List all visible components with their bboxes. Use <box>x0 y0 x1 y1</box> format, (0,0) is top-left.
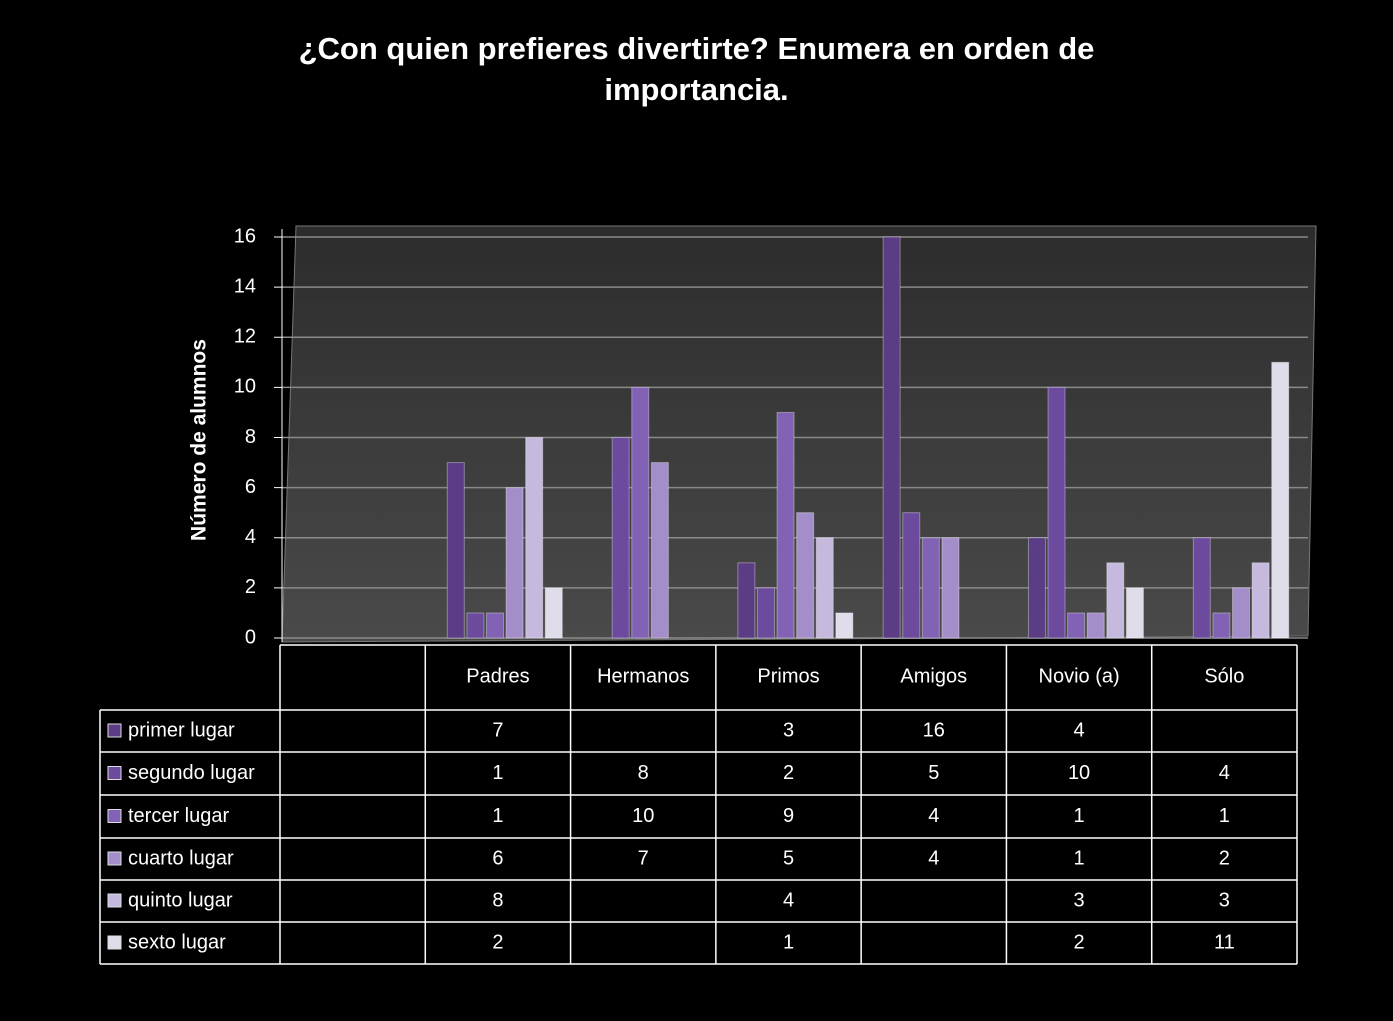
table-value: 2 <box>1074 931 1085 953</box>
table-value: 4 <box>1074 719 1085 741</box>
table-value: 1 <box>492 762 503 784</box>
bar <box>525 437 544 639</box>
bar <box>737 562 756 639</box>
bar <box>650 462 669 639</box>
legend-swatch <box>107 851 122 866</box>
bar <box>796 512 815 639</box>
legend-label: quinto lugar <box>128 889 233 911</box>
x-tick-label: Amigos <box>900 665 967 687</box>
legend-swatch <box>107 893 122 908</box>
bar <box>631 386 650 639</box>
table-value: 10 <box>632 805 654 827</box>
bar <box>466 612 485 639</box>
bar <box>485 612 504 639</box>
legend-label: sexto lugar <box>128 931 226 953</box>
table-value: 3 <box>1074 889 1085 911</box>
y-tick-label: 16 <box>234 225 256 247</box>
legend-swatch <box>107 809 122 823</box>
table-value: 3 <box>783 719 794 741</box>
table-value: 5 <box>783 847 794 869</box>
table-value: 11 <box>1214 931 1235 953</box>
table-value: 2 <box>783 762 794 784</box>
bar <box>835 612 854 639</box>
table-value: 9 <box>783 805 794 827</box>
bar <box>1232 587 1251 639</box>
table-value: 4 <box>928 805 939 827</box>
bar <box>1212 612 1231 639</box>
bar <box>1086 612 1105 639</box>
table-value: 1 <box>492 805 503 827</box>
y-tick-label: 14 <box>234 275 256 297</box>
table-value: 8 <box>638 762 649 784</box>
y-tick-label: 6 <box>245 476 256 498</box>
table-value: 3 <box>1219 889 1230 911</box>
bar <box>1067 612 1086 639</box>
y-tick-label: 12 <box>234 326 256 348</box>
table-value: 2 <box>492 931 503 953</box>
bar <box>544 587 563 639</box>
table-value: 4 <box>783 889 794 911</box>
bar <box>776 411 795 639</box>
table-value: 1 <box>783 931 794 953</box>
x-tick-label: Hermanos <box>597 665 689 687</box>
table-value: 1 <box>1219 805 1230 827</box>
table-value: 1 <box>1074 805 1085 827</box>
legend-swatch <box>107 935 122 950</box>
bar <box>1047 386 1066 639</box>
bar <box>1106 562 1125 639</box>
table-value: 4 <box>1219 762 1230 784</box>
legend-label: cuarto lugar <box>128 847 234 869</box>
legend-swatch <box>107 766 122 780</box>
bar <box>1192 537 1211 639</box>
table-value: 2 <box>1219 847 1230 869</box>
chart-title: ¿Con quien prefieres divertirte? Enumera… <box>298 31 1095 107</box>
bar <box>882 236 901 639</box>
legend-label: primer lugar <box>128 719 235 741</box>
bar <box>1251 562 1270 639</box>
legend-label: tercer lugar <box>128 805 229 827</box>
table-value: 10 <box>1068 762 1090 784</box>
table-value: 4 <box>928 847 939 869</box>
bar <box>446 462 465 639</box>
table-value: 6 <box>492 847 503 869</box>
bar <box>815 537 834 639</box>
table-value: 1 <box>1074 847 1085 869</box>
y-tick-label: 10 <box>234 376 256 398</box>
legend-swatch <box>107 723 122 738</box>
table-value: 8 <box>492 889 503 911</box>
bar <box>921 537 940 639</box>
bar <box>505 487 524 639</box>
bar <box>941 537 960 639</box>
bar <box>1125 587 1144 639</box>
bar <box>1027 537 1046 639</box>
x-tick-label: Novio (a) <box>1039 665 1120 687</box>
y-tick-label: 8 <box>245 426 256 448</box>
title-box: ¿Con quien prefieres divertirte? Enumera… <box>298 31 1095 107</box>
legend-label: segundo lugar <box>128 762 255 784</box>
table-value: 7 <box>492 719 503 741</box>
x-tick-label: Sólo <box>1204 665 1244 687</box>
table-value: 7 <box>638 847 649 869</box>
bar <box>756 587 775 639</box>
bar <box>902 512 921 639</box>
y-axis-label: Número de alumnos <box>188 339 211 541</box>
bar <box>1271 361 1290 639</box>
y-tick-label: 2 <box>245 576 256 598</box>
table-value: 5 <box>928 762 939 784</box>
bar <box>611 437 630 639</box>
x-tick-label: Primos <box>757 665 819 687</box>
x-tick-label: Padres <box>466 665 529 687</box>
table-value: 16 <box>923 719 945 741</box>
y-tick-label: 4 <box>245 526 256 548</box>
y-tick-label: 0 <box>245 626 256 648</box>
